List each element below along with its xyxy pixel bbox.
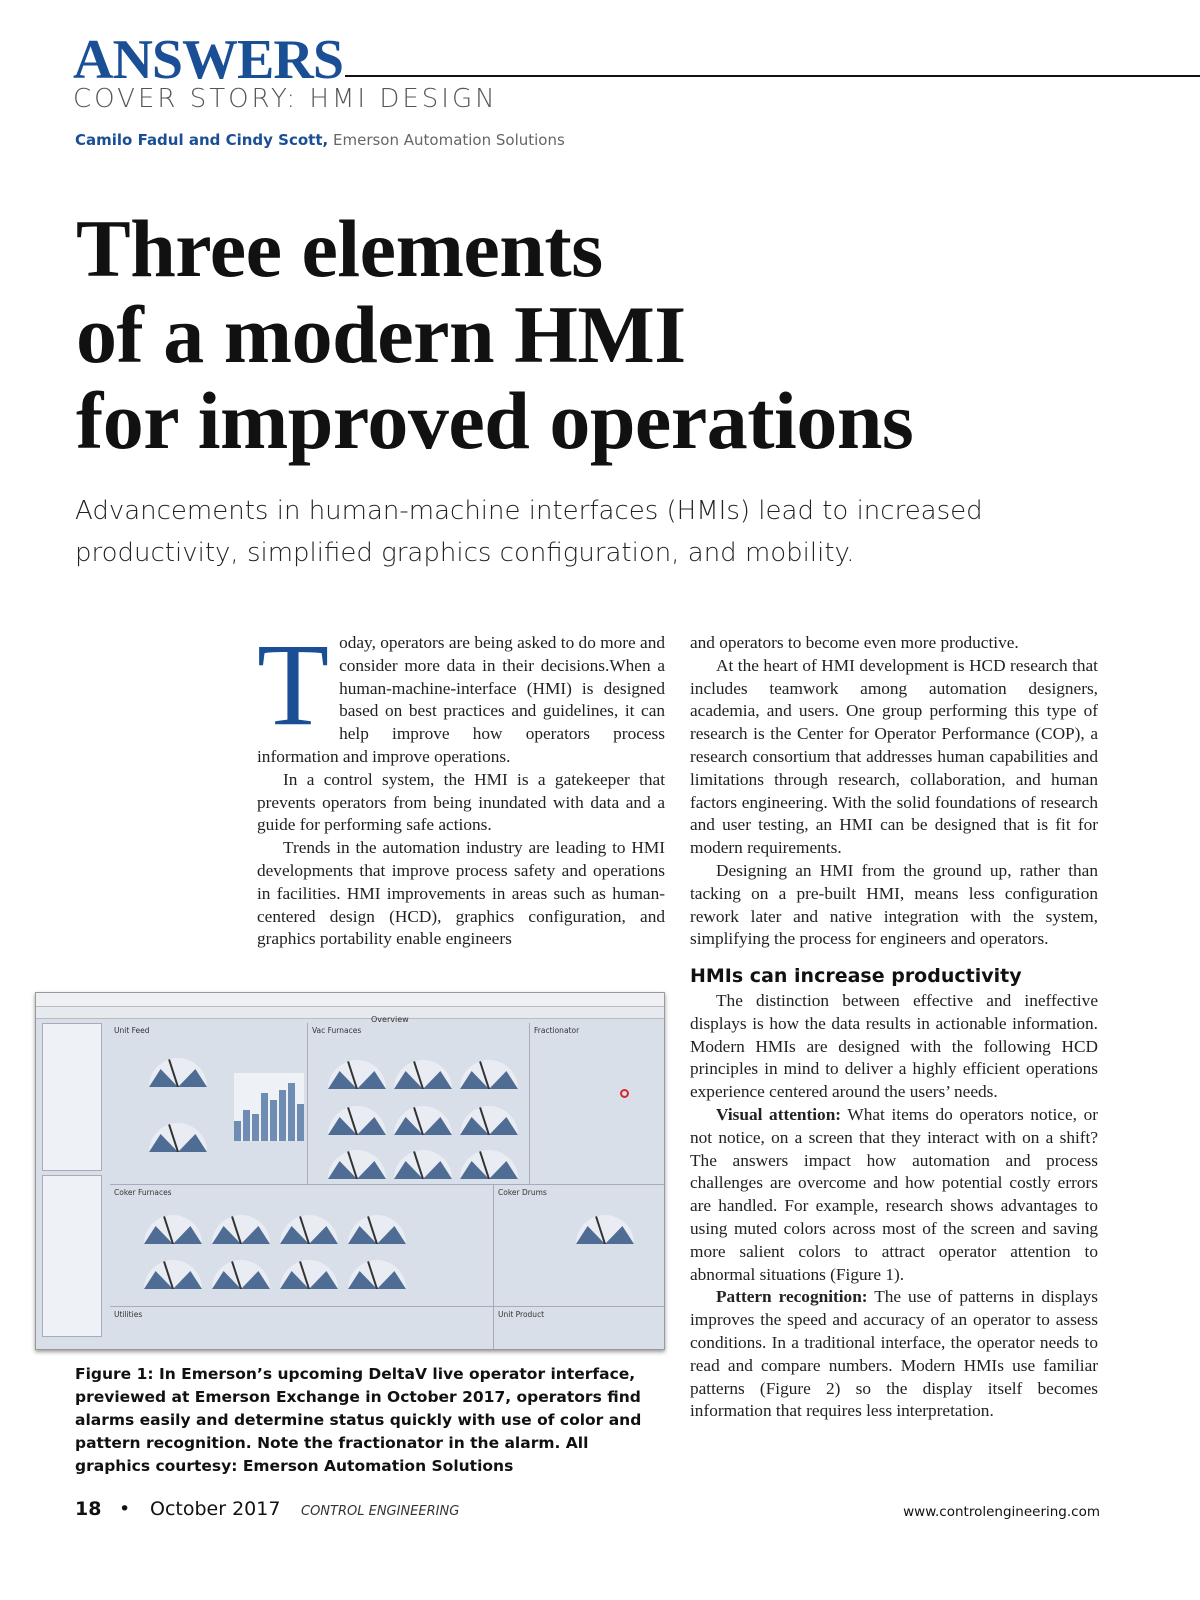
paragraph: and operators to become even more produc… <box>690 633 1019 652</box>
header-rule <box>345 75 1200 77</box>
panel-coker-furnaces: Coker Furnaces <box>110 1185 494 1307</box>
faceplate <box>42 1175 102 1337</box>
title-line: for improved operations <box>76 375 914 466</box>
panel-fractionator: Fractionator <box>530 1023 664 1185</box>
hmi-toolbar <box>36 993 664 1007</box>
panel-unit-product: Unit Product <box>494 1307 664 1349</box>
panel-coker-drums: Coker Drums <box>494 1185 664 1307</box>
authors: Camilo Fadul and Cindy Scott, <box>75 131 329 149</box>
panel-utilities: Utilities <box>110 1307 494 1349</box>
page-footer: 18 • October 2017 CONTROL ENGINEERING ww… <box>75 1498 1100 1524</box>
affiliation: Emerson Automation Solutions <box>333 131 565 149</box>
paragraph: At the heart of HMI development is HCD r… <box>690 655 1098 858</box>
website-url: www.controlengineering.com <box>903 1504 1100 1520</box>
hmi-screenshot-figure: Overview Unit Feed Vac Furnaces Fraction… <box>35 992 665 1350</box>
deck: Advancements in human-machine interfaces… <box>75 496 983 568</box>
article-title: Three elements of a modern HMI for impro… <box>76 203 914 466</box>
figure-caption: Figure 1: In Emerson’s upcoming DeltaV l… <box>75 1365 642 1475</box>
column-right: and operators to become even more produc… <box>690 632 1098 1423</box>
panel-vac-furnaces: Vac Furnaces <box>308 1023 530 1185</box>
faceplate <box>42 1023 102 1171</box>
hmi-nav-bar <box>36 1007 664 1019</box>
page-number: 18 <box>75 1498 102 1520</box>
paragraph: Visual attention: What items do operator… <box>690 1104 1098 1284</box>
section-label: ANSWERS <box>73 29 344 91</box>
kicker: COVER STORY: HMI DESIGN <box>73 84 498 114</box>
paragraph: Pattern recognition: The use of patterns… <box>690 1287 1098 1421</box>
paragraph: The distinction between effective and in… <box>690 990 1098 1102</box>
title-line: Three elements <box>76 203 603 294</box>
paragraph: Designing an HMI from the ground up, rat… <box>690 860 1098 949</box>
bar-trend <box>234 1073 304 1141</box>
paragraph: In a control system, the HMI is a gateke… <box>257 769 665 835</box>
issue-date: October 2017 <box>150 1498 281 1520</box>
bullet: • <box>119 1498 131 1520</box>
drop-cap: T <box>257 619 330 750</box>
magazine-name: CONTROL ENGINEERING <box>301 1504 460 1519</box>
panel-unit-feed: Unit Feed <box>110 1023 308 1185</box>
screen-title: Overview <box>371 1015 409 1024</box>
subhead: HMIs can increase productivity <box>690 965 1022 988</box>
title-line: of a modern HMI <box>76 289 686 380</box>
byline: Camilo Fadul and Cindy Scott, Emerson Au… <box>75 131 565 149</box>
alarm-icon <box>620 1089 629 1098</box>
paragraph: Trends in the automation industry are le… <box>257 838 665 949</box>
